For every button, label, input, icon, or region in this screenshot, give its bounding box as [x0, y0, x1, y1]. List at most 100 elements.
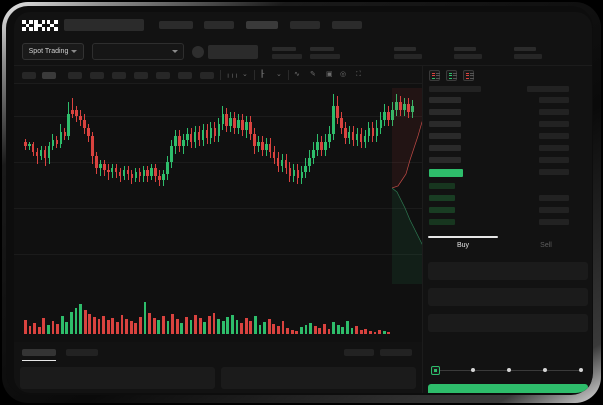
bottom-tab-active-underline — [22, 360, 56, 361]
orderbook-header-left — [429, 86, 481, 92]
chart-gridline — [14, 208, 422, 209]
timeframe-button-9[interactable] — [200, 72, 214, 79]
orderbook-bid-row[interactable] — [429, 195, 455, 201]
candle-body — [225, 114, 229, 126]
orderbook-bid-row[interactable] — [429, 219, 455, 225]
orderbook-ask-row[interactable] — [429, 145, 461, 151]
indicators-icon[interactable]: ╷╷╷ — [226, 71, 239, 78]
nav-item-5[interactable] — [332, 21, 362, 29]
orderbook-mode-bids-icon[interactable] — [446, 70, 457, 81]
orderbook-bid-row[interactable] — [429, 207, 455, 213]
candle-body — [91, 136, 94, 156]
nav-item-2[interactable] — [204, 21, 234, 29]
slider-handle[interactable] — [431, 366, 440, 375]
total-field[interactable] — [428, 314, 588, 332]
candle-body — [336, 106, 339, 118]
chevron-down-icon[interactable]: ⌄ — [276, 71, 282, 78]
timeframe-button-7[interactable] — [156, 72, 170, 79]
line-wave-icon[interactable]: ∿ — [294, 71, 300, 78]
candle-body — [130, 174, 134, 178]
candlestick-icon[interactable]: ┠ — [260, 71, 265, 78]
volume-bar — [323, 324, 326, 334]
bottom-tab-1[interactable] — [22, 349, 56, 356]
volume-bar — [290, 330, 294, 334]
candle-body — [31, 144, 35, 152]
nav-item-3[interactable] — [246, 21, 278, 29]
orderbook-ask-row[interactable] — [429, 97, 461, 103]
orderbook-mode-both-icon[interactable] — [429, 70, 440, 81]
bottom-tab-2[interactable] — [66, 349, 98, 356]
candle-body — [170, 146, 173, 162]
candle-body — [193, 132, 197, 142]
candle-body — [47, 146, 51, 158]
timeframe-button-2[interactable] — [42, 72, 56, 79]
orderbook-ask-amount — [539, 145, 569, 151]
orderbook-ask-row[interactable] — [429, 109, 461, 115]
volume-bar — [198, 318, 202, 334]
candle-body — [71, 110, 74, 114]
slider-step-25[interactable] — [471, 367, 475, 372]
spot-trading-dropdown[interactable]: Spot Trading — [22, 43, 84, 60]
submit-buy-button[interactable] — [428, 384, 588, 393]
bottom-action-1[interactable] — [344, 349, 374, 356]
pencil-icon[interactable]: ✎ — [310, 71, 316, 78]
candle-body — [316, 142, 319, 150]
candle-body — [257, 142, 260, 146]
chevron-down-icon[interactable]: ⌄ — [242, 71, 248, 78]
ticker-stat-2 — [310, 47, 340, 59]
candle-body — [375, 128, 379, 136]
candle-body — [67, 114, 71, 136]
global-search-input[interactable] — [64, 19, 144, 31]
amount-percent-slider[interactable] — [431, 366, 585, 376]
slider-step-100[interactable] — [579, 367, 583, 372]
fullscreen-icon[interactable]: ⛶ — [356, 71, 361, 78]
volume-bar — [221, 321, 225, 334]
orderbook-ask-row[interactable] — [429, 121, 461, 127]
volume-bar — [56, 324, 59, 334]
chart-toolbar: ╷╷╷ ⌄ ┠ ⌄ ∿ ✎ ▣ ◎ ⛶ — [14, 66, 422, 84]
trading-pair-select[interactable] — [92, 43, 184, 60]
timeframe-button-4[interactable] — [90, 72, 104, 79]
nav-item-1[interactable] — [159, 21, 193, 29]
candlestick-chart[interactable] — [14, 84, 422, 284]
volume-bar — [286, 328, 289, 334]
orderbook-ask-row[interactable] — [429, 157, 461, 163]
settings-gear-icon[interactable]: ◎ — [340, 71, 347, 78]
bottom-action-2[interactable] — [380, 349, 412, 356]
orderbook-ask-row[interactable] — [429, 133, 461, 139]
bottom-panel-left[interactable] — [20, 367, 215, 389]
amount-field[interactable] — [428, 288, 588, 306]
timeframe-button-3[interactable] — [68, 72, 82, 79]
volume-bar — [267, 319, 271, 334]
ticker-stat-5 — [514, 47, 542, 59]
tab-buy[interactable]: Buy — [456, 242, 470, 249]
slider-step-50[interactable] — [507, 367, 511, 372]
candle-body — [213, 128, 217, 136]
volume-bar — [281, 321, 285, 334]
candle-body — [39, 150, 43, 156]
timeframe-button-6[interactable] — [134, 72, 148, 79]
buy-tab-underline — [428, 236, 498, 238]
candle-body — [118, 172, 122, 176]
orderbook-ask-amount — [539, 109, 569, 115]
nav-item-4[interactable] — [290, 21, 320, 29]
tab-sell[interactable]: Sell — [540, 242, 552, 249]
timeframe-button-8[interactable] — [178, 72, 192, 79]
timeframe-button-5[interactable] — [112, 72, 126, 79]
volume-bar — [79, 304, 82, 334]
camera-icon[interactable]: ▣ — [326, 71, 333, 78]
okx-logo[interactable] — [22, 20, 58, 31]
bottom-panel-right[interactable] — [221, 367, 416, 389]
candle-body — [162, 174, 165, 180]
price-field[interactable] — [428, 262, 588, 280]
timeframe-button-1[interactable] — [22, 72, 36, 79]
bottom-tab-bar — [14, 342, 422, 364]
volume-bar — [313, 326, 317, 334]
orderbook-bid-row[interactable] — [429, 183, 455, 189]
slider-step-75[interactable] — [543, 367, 547, 372]
volume-bar — [129, 321, 133, 334]
orderbook-rows[interactable] — [423, 86, 592, 236]
orderbook-mode-asks-icon[interactable] — [463, 70, 474, 81]
volume-bar — [60, 316, 64, 334]
ticker-bar: Spot Trading — [14, 38, 592, 66]
